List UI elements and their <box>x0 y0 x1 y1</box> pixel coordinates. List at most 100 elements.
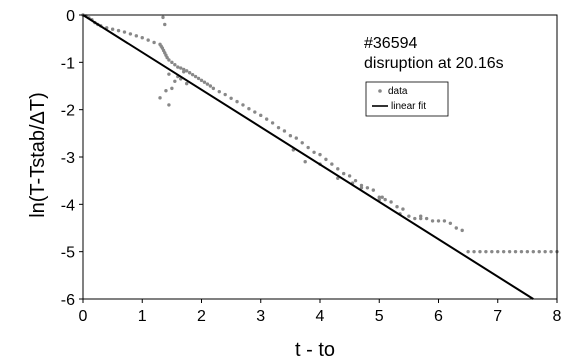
data-point <box>336 176 340 180</box>
x-tick-label: 8 <box>553 308 562 325</box>
data-point <box>525 249 530 254</box>
data-point <box>413 216 417 221</box>
data-point <box>513 249 518 254</box>
data-point <box>196 76 201 81</box>
data-point <box>229 96 233 101</box>
data-point <box>264 117 269 121</box>
data-point <box>140 36 144 40</box>
legend-fit-label: linear fit <box>391 101 426 112</box>
legend: data linear fit <box>365 81 449 117</box>
data-point <box>167 72 171 76</box>
data-point <box>161 15 165 20</box>
data-point <box>170 60 174 65</box>
data-point <box>330 162 334 166</box>
data-point <box>318 152 322 157</box>
data-point <box>430 219 435 223</box>
data-point <box>424 216 429 221</box>
data-point <box>158 96 162 100</box>
legend-box <box>365 81 449 117</box>
x-tick-label: 5 <box>375 308 384 325</box>
data-point <box>211 86 216 91</box>
y-tick-label: -2 <box>61 103 75 120</box>
y-tick-label: -4 <box>61 197 75 214</box>
data-point <box>205 82 210 86</box>
y-tick-label: -1 <box>61 55 75 72</box>
legend-data-label: data <box>388 86 408 97</box>
data-point <box>259 113 263 118</box>
data-point <box>152 40 156 45</box>
data-point <box>312 150 316 154</box>
data-point <box>208 84 213 88</box>
data-point <box>478 249 482 254</box>
x-tick-label: 7 <box>493 308 502 325</box>
data-point <box>199 78 204 83</box>
data-point <box>436 219 441 223</box>
data-point <box>389 200 393 204</box>
data-point <box>288 134 293 138</box>
shot-number-annotation: #36594 <box>364 35 417 52</box>
data-point <box>179 66 183 70</box>
linear-fit-line <box>82 14 534 300</box>
data-point <box>184 81 189 86</box>
data-point <box>537 249 541 254</box>
data-point <box>164 89 168 93</box>
data-point <box>253 110 257 114</box>
data-point <box>182 67 186 72</box>
y-axis: 0 -1 -2 -3 -4 -5 -6 <box>61 8 83 309</box>
data-point <box>173 79 177 83</box>
data-point <box>182 70 186 74</box>
y-axis-title: ln(T-Tstab/ΔT) <box>27 92 49 218</box>
data-point <box>167 58 171 62</box>
x-tick-label: 6 <box>434 308 443 325</box>
data-point <box>460 228 464 233</box>
plot-marks <box>81 13 559 300</box>
data-point <box>419 214 423 218</box>
data-point <box>217 89 221 94</box>
data-point <box>110 27 115 31</box>
data-point <box>549 249 553 254</box>
data-point <box>484 249 488 254</box>
data-point <box>501 249 506 254</box>
x-axis-title: t - to <box>295 339 335 361</box>
data-point <box>187 71 192 75</box>
data-point <box>365 186 370 190</box>
data-point <box>401 207 405 211</box>
y-tick-label: 0 <box>66 8 75 25</box>
data-point <box>202 80 207 84</box>
data-point <box>223 92 227 97</box>
data-point <box>519 249 524 254</box>
data-point <box>336 167 340 171</box>
data-point <box>342 171 346 176</box>
data-point <box>347 174 352 178</box>
data-point <box>190 72 195 77</box>
data-point <box>466 249 470 254</box>
y-tick-label: -5 <box>61 245 75 262</box>
data-point <box>353 178 358 183</box>
data-point <box>276 125 281 130</box>
data-point <box>300 141 304 145</box>
x-tick-label: 1 <box>138 308 147 325</box>
data-point <box>146 38 150 42</box>
data-point <box>395 205 399 209</box>
data-point <box>359 183 364 188</box>
legend-data-marker <box>378 89 382 93</box>
data-point <box>134 34 139 38</box>
data-point <box>454 226 458 230</box>
data-point <box>165 55 169 60</box>
data-point <box>472 249 476 254</box>
data-point <box>163 22 167 27</box>
data-point <box>247 107 251 111</box>
y-tick-label: -3 <box>61 150 75 167</box>
x-tick-label: 4 <box>316 308 325 325</box>
data-point <box>496 249 500 254</box>
data-point <box>193 74 198 79</box>
data-point <box>377 195 381 199</box>
data-point <box>324 157 328 162</box>
data-point <box>531 249 535 254</box>
data-point <box>184 69 189 73</box>
data-point <box>122 30 127 34</box>
data-point <box>270 121 275 125</box>
data-point <box>294 136 298 140</box>
data-point <box>448 221 453 225</box>
